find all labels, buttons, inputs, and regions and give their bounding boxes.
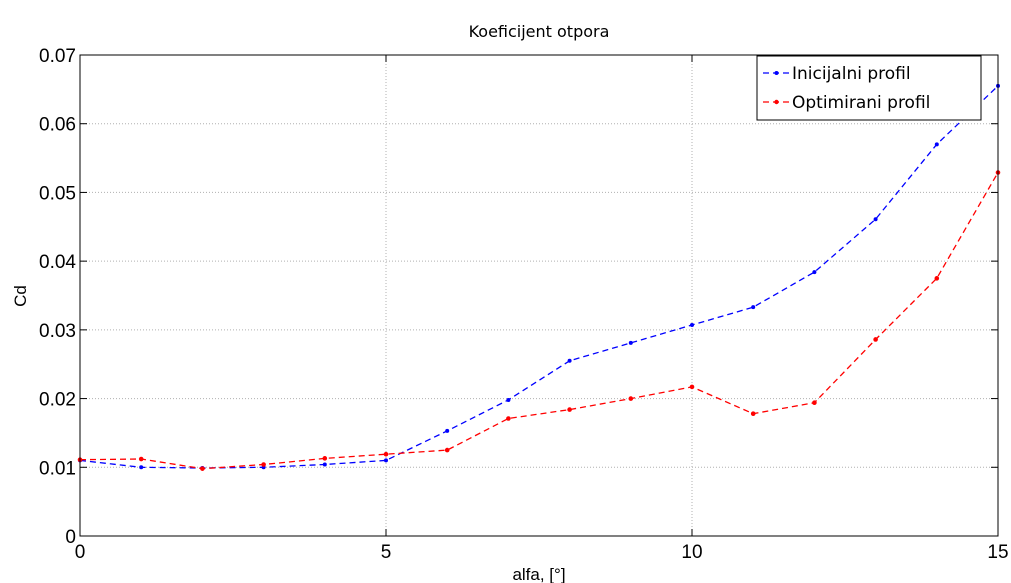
x-tick-label: 0 — [75, 542, 86, 563]
y-tick-label: 0 — [65, 527, 76, 548]
data-point-optimirani-profil — [873, 337, 878, 342]
data-point-optimirani-profil — [689, 384, 695, 390]
data-point-inicijalni-profil — [690, 323, 694, 328]
legend-box — [756, 55, 982, 121]
data-point-optimirani-profil — [200, 466, 205, 471]
x-tick-label: 10 — [681, 542, 702, 563]
data-point-inicijalni-profil — [873, 217, 878, 222]
data-point-inicijalni-profil — [139, 465, 144, 470]
y-tick-label: 0.04 — [39, 252, 76, 273]
data-point-optimirani-profil — [383, 451, 389, 457]
legend-marker-inicijalni — [774, 71, 779, 75]
data-point-inicijalni-profil — [812, 270, 817, 275]
series-line-optimirani-profil — [79, 172, 999, 470]
plot-frame — [79, 54, 999, 537]
y-tick-label: 0.06 — [39, 115, 76, 136]
data-point-optimirani-profil — [261, 462, 266, 467]
legend: Inicijalni profil Optimirani profil — [756, 55, 982, 121]
data-point-inicijalni-profil — [384, 458, 388, 463]
y-axis-label: Cd — [11, 285, 30, 307]
data-point-optimirani-profil — [812, 400, 817, 405]
series-line-inicijalni-profil — [79, 85, 999, 469]
x-tick-label: 15 — [987, 542, 1008, 563]
data-point-inicijalni-profil — [506, 397, 511, 402]
data-point-optimirani-profil — [444, 447, 450, 453]
series-lines — [79, 85, 999, 470]
legend-marker-optimirani — [774, 99, 779, 105]
grid — [80, 55, 998, 536]
x-axis-label: alfa, [°] — [512, 565, 565, 583]
y-tick-label: 0.05 — [39, 183, 76, 204]
tick-labels: 0 5 10 15 0 0.01 0.02 0.03 0.04 0.05 0.06 0.07 — [39, 46, 1009, 563]
chart-title: Koeficijent otpora — [469, 22, 610, 41]
data-point-inicijalni-profil — [751, 305, 756, 310]
data-point-optimirani-profil — [506, 416, 511, 421]
y-tick-label: 0.07 — [39, 46, 76, 67]
data-point-optimirani-profil — [934, 276, 940, 281]
y-tick-label: 0.01 — [39, 458, 76, 479]
legend-label-optimirani: Optimirani profil — [792, 93, 930, 113]
data-point-inicijalni-profil — [567, 358, 572, 363]
data-point-inicijalni-profil — [628, 340, 633, 345]
legend-label-inicijalni: Inicijalni profil — [792, 64, 911, 84]
data-point-inicijalni-profil — [322, 462, 327, 467]
data-point-optimirani-profil — [138, 456, 144, 462]
data-point-inicijalni-profil — [445, 428, 450, 433]
data-point-optimirani-profil — [628, 396, 634, 401]
plot-area — [80, 55, 998, 536]
data-point-inicijalni-profil — [934, 142, 939, 147]
data-point-optimirani-profil — [750, 411, 756, 416]
series-markers — [77, 83, 1001, 471]
y-tick-label: 0.02 — [39, 390, 76, 411]
data-point-optimirani-profil — [567, 407, 572, 412]
x-tick-label: 5 — [381, 542, 392, 563]
data-point-optimirani-profil — [322, 456, 328, 461]
y-tick-label: 0.03 — [39, 321, 76, 342]
